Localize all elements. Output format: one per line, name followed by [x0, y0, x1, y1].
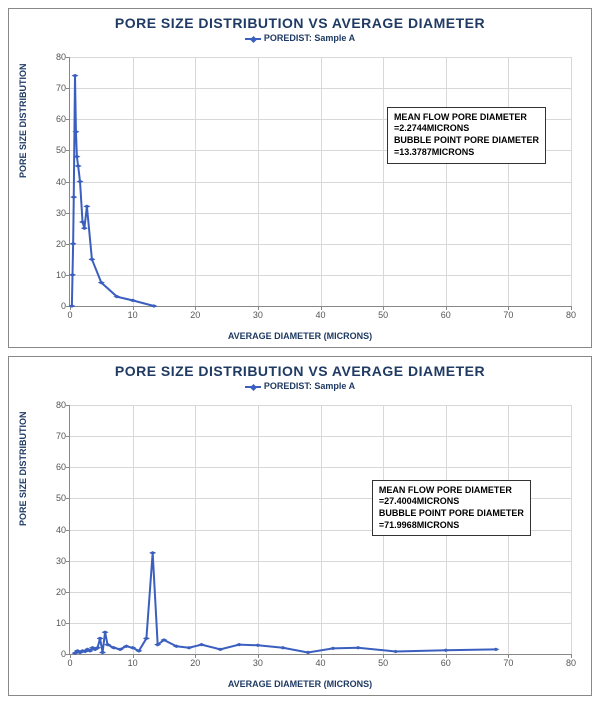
tick-label-y: 10: [56, 618, 70, 628]
legend: POREDIST: Sample A: [9, 31, 591, 47]
tick-label-x: 0: [67, 306, 72, 320]
plot-area: 0102030405060708001020304050607080MEAN F…: [69, 57, 571, 307]
series-line: [75, 553, 496, 653]
tick-label-x: 80: [566, 654, 576, 668]
tick-label-x: 80: [566, 306, 576, 320]
data-point: [70, 242, 77, 246]
legend-marker-icon: [245, 38, 261, 40]
chart-title: PORE SIZE DISTRIBUTION VS AVERAGE DIAMET…: [9, 357, 591, 379]
legend-label: POREDIST: Sample A: [264, 33, 355, 43]
tick-label-x: 50: [378, 654, 388, 668]
plot-area: 0102030405060708001020304050607080MEAN F…: [69, 405, 571, 655]
tick-label-y: 80: [56, 400, 70, 410]
annotation-line: MEAN FLOW PORE DIAMETER: [394, 112, 539, 124]
annotation-line: =27.4004MICRONS: [379, 496, 524, 508]
annotation-line: =13.3787MICRONS: [394, 147, 539, 159]
tick-label-y: 40: [56, 177, 70, 187]
tick-label-y: 20: [56, 239, 70, 249]
data-point: [76, 180, 83, 184]
gridline-v: [571, 405, 572, 654]
data-point: [149, 551, 156, 555]
data-point: [75, 164, 82, 168]
tick-label-x: 40: [315, 654, 325, 668]
data-point: [442, 649, 449, 653]
tick-label-x: 70: [503, 306, 513, 320]
annotation-line: =71.9968MICRONS: [379, 520, 524, 532]
gridline-v: [571, 57, 572, 306]
tick-label-y: 20: [56, 587, 70, 597]
data-point: [97, 637, 104, 641]
tick-label-x: 10: [128, 654, 138, 668]
data-point: [81, 226, 88, 230]
tick-label-y: 50: [56, 145, 70, 155]
data-point: [83, 205, 90, 209]
data-point: [88, 258, 95, 262]
tick-label-y: 40: [56, 525, 70, 535]
annotation-line: MEAN FLOW PORE DIAMETER: [379, 485, 524, 497]
series-svg: [70, 57, 571, 306]
y-axis-label: PORE SIZE DISTRIBUTION: [18, 63, 28, 178]
tick-label-x: 30: [253, 306, 263, 320]
tick-label-x: 60: [441, 654, 451, 668]
tick-label-x: 60: [441, 306, 451, 320]
chart-panel-0: PORE SIZE DISTRIBUTION VS AVERAGE DIAMET…: [8, 8, 592, 348]
tick-label-y: 50: [56, 493, 70, 503]
tick-label-x: 70: [503, 654, 513, 668]
data-point: [102, 630, 109, 634]
chart-title: PORE SIZE DISTRIBUTION VS AVERAGE DIAMET…: [9, 9, 591, 31]
annotation-line: BUBBLE POINT PORE DIAMETER: [379, 508, 524, 520]
tick-label-x: 40: [315, 306, 325, 320]
tick-label-y: 70: [56, 83, 70, 93]
tick-label-x: 20: [190, 654, 200, 668]
legend-marker-icon: [245, 386, 261, 388]
x-axis-label: AVERAGE DIAMETER (MICRONS): [228, 679, 372, 689]
tick-label-x: 0: [67, 654, 72, 668]
annotation-box: MEAN FLOW PORE DIAMETER=27.4004MICRONSBU…: [372, 480, 531, 537]
tick-label-x: 50: [378, 306, 388, 320]
tick-label-y: 70: [56, 431, 70, 441]
data-point: [143, 637, 150, 641]
tick-label-y: 30: [56, 208, 70, 218]
tick-label-y: 30: [56, 556, 70, 566]
data-point: [99, 651, 106, 655]
tick-label-x: 10: [128, 306, 138, 320]
annotation-line: BUBBLE POINT PORE DIAMETER: [394, 135, 539, 147]
legend-label: POREDIST: Sample A: [264, 381, 355, 391]
tick-label-y: 10: [56, 270, 70, 280]
series-line: [72, 76, 154, 306]
data-point: [69, 273, 76, 277]
tick-label-x: 20: [190, 306, 200, 320]
tick-label-y: 60: [56, 462, 70, 472]
legend: POREDIST: Sample A: [9, 379, 591, 395]
data-point: [70, 195, 77, 199]
chart-panel-1: PORE SIZE DISTRIBUTION VS AVERAGE DIAMET…: [8, 356, 592, 696]
tick-label-y: 60: [56, 114, 70, 124]
data-point: [71, 74, 78, 78]
tick-label-x: 30: [253, 654, 263, 668]
annotation-box: MEAN FLOW PORE DIAMETER=2.2744MICRONSBUB…: [387, 107, 546, 164]
tick-label-y: 80: [56, 52, 70, 62]
y-axis-label: PORE SIZE DISTRIBUTION: [18, 411, 28, 526]
x-axis-label: AVERAGE DIAMETER (MICRONS): [228, 331, 372, 341]
data-point: [492, 648, 499, 652]
annotation-line: =2.2744MICRONS: [394, 123, 539, 135]
